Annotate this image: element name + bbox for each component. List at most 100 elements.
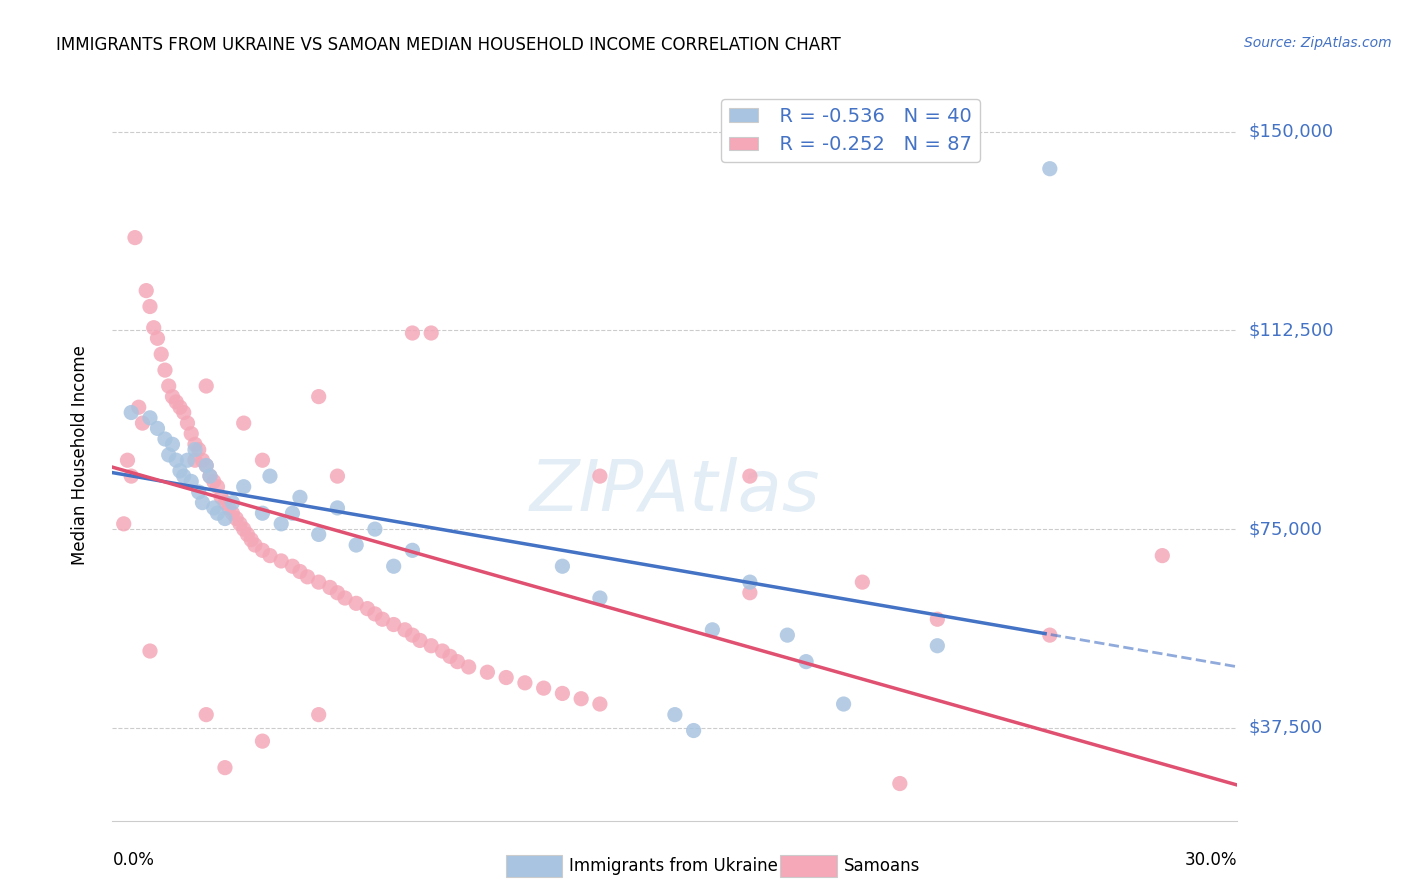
Point bbox=[738, 575, 761, 590]
Point bbox=[184, 437, 207, 451]
Point bbox=[738, 469, 761, 483]
Point bbox=[209, 491, 232, 505]
Point bbox=[477, 665, 499, 680]
Point bbox=[259, 549, 281, 563]
Point bbox=[139, 644, 162, 658]
Text: Samoans: Samoans bbox=[844, 857, 920, 875]
Point bbox=[139, 300, 162, 314]
Point bbox=[401, 326, 423, 340]
Point bbox=[146, 331, 169, 345]
Point bbox=[165, 395, 187, 409]
Point bbox=[308, 390, 330, 404]
Point bbox=[252, 734, 274, 748]
Point bbox=[176, 416, 198, 430]
Point bbox=[308, 707, 330, 722]
Point bbox=[139, 410, 162, 425]
Point bbox=[157, 379, 180, 393]
Point bbox=[259, 469, 281, 483]
Point bbox=[207, 480, 229, 494]
Point bbox=[281, 559, 304, 574]
Point bbox=[333, 591, 356, 605]
Point bbox=[446, 655, 468, 669]
Point bbox=[326, 585, 349, 599]
Point bbox=[198, 469, 221, 483]
Point bbox=[218, 500, 240, 515]
Point bbox=[297, 570, 319, 584]
Point bbox=[382, 559, 405, 574]
Point bbox=[420, 639, 443, 653]
Point bbox=[344, 596, 367, 610]
Text: 0.0%: 0.0% bbox=[112, 851, 155, 869]
Point bbox=[214, 495, 236, 509]
Point bbox=[191, 495, 214, 509]
Point bbox=[288, 565, 311, 579]
Point bbox=[195, 707, 218, 722]
Point bbox=[364, 607, 387, 621]
Point bbox=[221, 495, 243, 509]
Point bbox=[326, 469, 349, 483]
Point bbox=[225, 511, 247, 525]
Point bbox=[589, 697, 612, 711]
Text: Source: ZipAtlas.com: Source: ZipAtlas.com bbox=[1244, 36, 1392, 50]
Point bbox=[308, 575, 330, 590]
Point bbox=[153, 432, 176, 446]
Point bbox=[221, 506, 243, 520]
Point bbox=[308, 527, 330, 541]
Point bbox=[162, 390, 184, 404]
Point bbox=[187, 485, 209, 500]
Point bbox=[569, 691, 592, 706]
Point bbox=[1039, 161, 1062, 176]
Point bbox=[927, 612, 949, 626]
Point bbox=[702, 623, 724, 637]
Point bbox=[187, 442, 209, 457]
Point bbox=[243, 538, 266, 552]
Point bbox=[1152, 549, 1174, 563]
Point bbox=[533, 681, 555, 695]
Text: Immigrants from Ukraine: Immigrants from Ukraine bbox=[569, 857, 779, 875]
Point bbox=[664, 707, 686, 722]
Y-axis label: Median Household Income: Median Household Income bbox=[70, 345, 89, 565]
Point bbox=[551, 686, 574, 700]
Point bbox=[180, 475, 202, 489]
Point bbox=[401, 543, 423, 558]
Point bbox=[165, 453, 187, 467]
Point bbox=[495, 671, 517, 685]
Point bbox=[169, 401, 191, 415]
Text: $150,000: $150,000 bbox=[1249, 122, 1333, 141]
Point bbox=[551, 559, 574, 574]
Point bbox=[326, 500, 349, 515]
Point bbox=[420, 326, 443, 340]
Legend:   R = -0.536   N = 40,   R = -0.252   N = 87: R = -0.536 N = 40, R = -0.252 N = 87 bbox=[721, 99, 980, 162]
Point bbox=[589, 591, 612, 605]
Text: $112,500: $112,500 bbox=[1249, 321, 1334, 339]
Point bbox=[344, 538, 367, 552]
Point bbox=[794, 655, 817, 669]
Point bbox=[288, 491, 311, 505]
Point bbox=[252, 543, 274, 558]
Point bbox=[150, 347, 173, 361]
Point bbox=[173, 405, 195, 419]
Point bbox=[236, 527, 259, 541]
Point bbox=[232, 522, 254, 536]
Point bbox=[112, 516, 135, 531]
Point bbox=[162, 437, 184, 451]
Point bbox=[202, 475, 225, 489]
Point bbox=[180, 426, 202, 441]
Point bbox=[173, 469, 195, 483]
Point bbox=[240, 533, 263, 547]
Point bbox=[202, 500, 225, 515]
Point bbox=[371, 612, 394, 626]
Point bbox=[153, 363, 176, 377]
Point bbox=[356, 601, 378, 615]
Text: $37,500: $37,500 bbox=[1249, 719, 1323, 737]
Point bbox=[281, 506, 304, 520]
Point bbox=[214, 761, 236, 775]
Point bbox=[851, 575, 873, 590]
Point bbox=[513, 676, 536, 690]
Point bbox=[124, 230, 146, 244]
Point bbox=[135, 284, 157, 298]
Point bbox=[432, 644, 454, 658]
Point bbox=[198, 469, 221, 483]
Point bbox=[131, 416, 153, 430]
Point bbox=[439, 649, 461, 664]
